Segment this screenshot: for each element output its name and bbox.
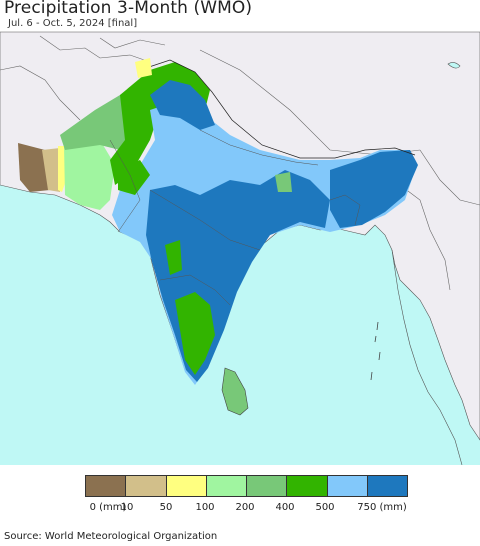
precipitation-map [0, 31, 480, 465]
legend-label-6: 500 [315, 502, 335, 513]
legend-swatch-3 [206, 476, 247, 496]
legend-colorbar [85, 475, 408, 497]
sri-lanka [221, 367, 249, 416]
legend-label-2: 50 [159, 502, 173, 513]
region-bengal-green [275, 172, 292, 192]
region-west-lightgreen [64, 140, 115, 210]
region-northeast-darkblue [330, 150, 418, 228]
legend-swatch-1 [126, 476, 167, 496]
legend-swatch-7 [367, 476, 407, 496]
legend-label-4: 200 [235, 502, 255, 513]
map-subtitle: Jul. 6 - Oct. 5, 2024 [final] [8, 18, 138, 29]
source-credit: Source: World Meteorological Organizatio… [4, 531, 218, 542]
region-north-yellow [135, 58, 152, 78]
legend-label-3: 100 [195, 502, 215, 513]
map-title: Precipitation 3-Month (WMO) [4, 0, 253, 18]
legend-label-5: 400 [275, 502, 295, 513]
legend-label-7: 750 (mm) [357, 502, 407, 513]
andaman-islands [370, 321, 381, 381]
legend-swatch-6 [327, 476, 368, 496]
legend-labels: 0 (mm) 10 50 100 200 400 500 750 (mm) [0, 502, 480, 516]
legend-swatch-2 [166, 476, 207, 496]
legend-swatch-5 [287, 476, 328, 496]
southeast-asia-coast [391, 249, 463, 465]
legend-swatch-0 [86, 476, 127, 496]
region-gujarat-green [118, 160, 150, 195]
region-himalaya-darkblue [150, 80, 215, 130]
legend-swatch-4 [247, 476, 288, 496]
region-central-green [165, 240, 182, 275]
lake-icon [447, 62, 461, 69]
region-west-arid [42, 148, 62, 192]
legend-label-1: 10 [120, 502, 134, 513]
region-deccan-green [175, 292, 215, 375]
himalaya-rim [139, 59, 416, 159]
region-borders [109, 129, 361, 306]
legend-label-0: 0 (mm) [89, 502, 127, 513]
